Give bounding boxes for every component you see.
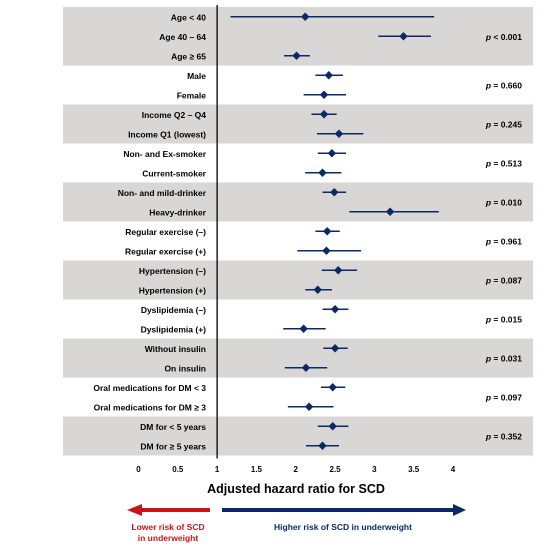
hr-marker <box>299 324 308 333</box>
hr-marker <box>334 266 343 275</box>
hr-marker <box>318 441 327 450</box>
hr-marker <box>328 383 337 392</box>
row-label: Heavy-drinker <box>149 207 206 217</box>
hr-marker <box>327 149 337 158</box>
group-shade <box>63 260 533 300</box>
hr-marker <box>319 90 329 99</box>
p-value-label: p = 0.961 <box>485 237 522 247</box>
group-shade <box>63 338 533 378</box>
row-label: Hypertension (+) <box>139 285 206 295</box>
p-value-label: p = 0.087 <box>485 276 522 286</box>
row-label: Male <box>187 71 206 81</box>
left-arrow-label-line1: Lower risk of SCD <box>131 522 204 532</box>
group-shade <box>63 104 533 144</box>
hr-marker <box>301 363 311 372</box>
row-label: Dyslipidemia (–) <box>141 305 206 315</box>
p-value-label: p = 0.513 <box>485 159 522 169</box>
row-label: Age < 40 <box>171 12 206 22</box>
x-tick-label: 3 <box>372 465 377 474</box>
p-value-label: p = 0.010 <box>485 198 522 208</box>
group-shade <box>63 416 533 456</box>
row-labels: Age < 40 Age 40 – 64 Age ≥ 65 Male Female Inc… <box>93 12 206 451</box>
row-label: Age 40 – 64 <box>159 32 206 42</box>
left-arrow-label-line2: in underweight <box>138 533 199 543</box>
hr-marker <box>324 71 333 80</box>
hr-marker <box>313 285 322 294</box>
row-label: Oral medications for DM ≥ 3 <box>94 402 207 412</box>
hr-marker <box>385 207 395 216</box>
p-value-label: p = 0.660 <box>485 81 522 91</box>
hr-marker <box>323 227 332 236</box>
hr-marker <box>399 32 408 41</box>
row-label: Age ≥ 65 <box>171 51 206 61</box>
hr-marker <box>319 110 329 119</box>
x-tick-label: 0 <box>136 465 141 474</box>
p-value-label: p < 0.001 <box>485 32 522 42</box>
p-value-labels: p < 0.001 p = 0.660 p = 0.245 p = 0.513 p = … <box>485 32 522 442</box>
p-value-label: p = 0.015 <box>485 315 522 325</box>
hr-marker <box>304 402 314 411</box>
hr-marker <box>334 129 344 138</box>
x-axis-label: Adjusted hazard ratio for SCD <box>207 482 385 496</box>
x-axis: 0 0.5 1 1.5 2 2.5 3 3.5 4 <box>136 465 456 474</box>
x-tick-label: 2 <box>294 465 299 474</box>
row-label: DM for ≥ 5 years <box>140 441 206 451</box>
row-label: Female <box>177 90 207 100</box>
hr-marker <box>292 51 301 60</box>
row-label: Without insulin <box>145 344 206 354</box>
row-label: Oral medications for DM < 3 <box>93 383 206 393</box>
hr-marker <box>330 344 340 353</box>
x-tick-label: 4 <box>451 465 456 474</box>
p-value-label: p = 0.097 <box>485 393 522 403</box>
row-label: DM for < 5 years <box>140 422 206 432</box>
row-label: Income Q1 (lowest) <box>128 129 206 139</box>
estimate-marks <box>230 12 439 450</box>
row-label: Income Q2 – Q4 <box>142 110 207 120</box>
row-label: On insulin <box>164 363 206 373</box>
p-value-label: p = 0.245 <box>485 120 522 130</box>
row-label: Regular exercise (+) <box>125 246 206 256</box>
x-tick-label: 2.5 <box>330 465 342 474</box>
hr-marker <box>328 422 337 431</box>
p-value-label: p = 0.031 <box>485 354 522 364</box>
right-arrow-label: Higher risk of SCD in underweight <box>274 522 412 532</box>
x-tick-label: 0.5 <box>172 465 184 474</box>
p-value-label: p = 0.352 <box>485 432 522 442</box>
row-label: Non- and Ex-smoker <box>123 149 206 159</box>
hr-marker <box>330 188 339 197</box>
row-label: Non- and mild-drinker <box>118 188 207 198</box>
x-tick-label: 1 <box>215 465 220 474</box>
hr-marker <box>300 12 310 21</box>
group-shading <box>63 7 533 456</box>
row-label: Current-smoker <box>142 168 206 178</box>
hr-marker <box>318 168 327 177</box>
left-arrowhead <box>127 504 142 516</box>
hr-marker <box>330 305 340 314</box>
row-label: Dyslipidemia (+) <box>141 324 207 334</box>
group-shade <box>63 182 533 222</box>
row-label: Regular exercise (–) <box>125 227 206 237</box>
x-tick-label: 3.5 <box>408 465 420 474</box>
right-arrowhead <box>453 504 466 516</box>
x-tick-label: 1.5 <box>251 465 263 474</box>
row-label: Hypertension (–) <box>139 266 206 276</box>
hr-marker <box>322 246 331 255</box>
